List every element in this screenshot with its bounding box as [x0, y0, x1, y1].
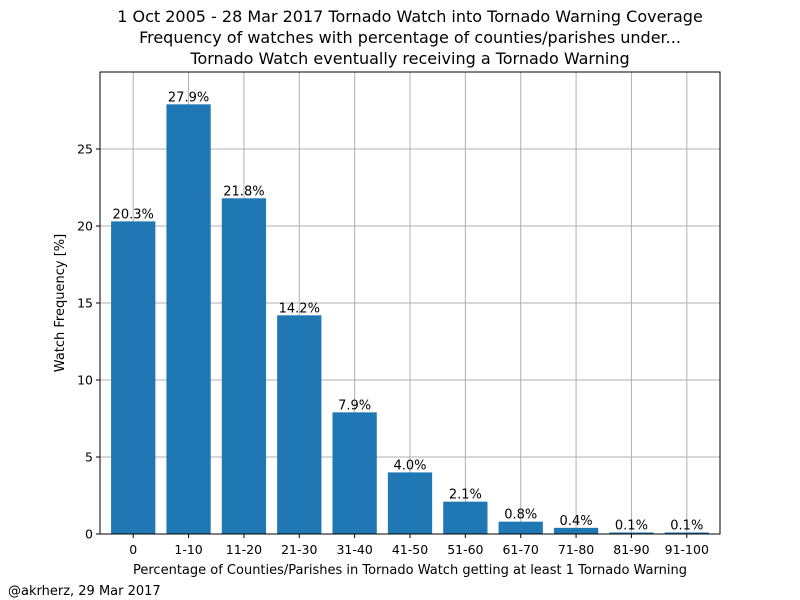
data-labels: 20.3% 27.9% 21.8% 14.2% 7.9% 4.0% 2.1% 0.8% 0.4%… — [113, 90, 704, 533]
data-label: 4.0% — [393, 458, 426, 473]
x-axis-ticks: 0 1-10 11-20 21-30 31-40 41-50 51-60 61-70 71-80… — [129, 534, 709, 557]
data-label: 2.1% — [449, 488, 482, 503]
footer-credit: @akrherz, 29 Mar 2017 — [8, 584, 161, 599]
data-label: 0.1% — [615, 518, 648, 533]
bar — [609, 532, 654, 534]
data-label: 20.3% — [113, 207, 154, 222]
data-label: 0.8% — [504, 508, 537, 523]
x-tick-label: 91-100 — [665, 542, 709, 557]
x-tick-label: 61-70 — [503, 542, 539, 557]
bar — [277, 315, 322, 534]
bar — [664, 532, 709, 534]
bar — [553, 527, 599, 534]
y-tick-label: 10 — [77, 373, 93, 388]
y-tick-label: 0 — [85, 527, 93, 542]
bar — [166, 104, 211, 534]
chart-title: 1 Oct 2005 - 28 Mar 2017 Tornado Watch i… — [117, 7, 703, 68]
x-tick-label: 11-20 — [226, 542, 262, 557]
data-label: 7.9% — [338, 398, 371, 413]
y-axis-ticks: 0 5 10 15 20 25 — [77, 142, 100, 542]
data-label: 27.9% — [168, 90, 209, 105]
bar — [443, 501, 488, 534]
bar — [498, 521, 543, 534]
bar — [387, 472, 433, 534]
x-tick-label: 21-30 — [281, 542, 317, 557]
x-tick-label: 1-10 — [174, 542, 202, 557]
y-tick-label: 15 — [77, 296, 93, 311]
chart-title-line-2: Frequency of watches with percentage of … — [139, 28, 681, 47]
chart-title-line-3: Tornado Watch eventually receiving a Tor… — [189, 49, 629, 68]
chart-title-line-1: 1 Oct 2005 - 28 Mar 2017 Tornado Watch i… — [117, 7, 703, 26]
x-tick-label: 71-80 — [558, 542, 594, 557]
y-tick-label: 25 — [77, 142, 93, 157]
bar — [221, 198, 267, 534]
data-label: 0.4% — [560, 514, 593, 529]
bar — [332, 412, 377, 534]
data-label: 14.2% — [279, 301, 320, 316]
data-label: 21.8% — [223, 184, 264, 199]
bars — [111, 104, 709, 534]
x-tick-label: 81-90 — [613, 542, 649, 557]
y-axis-label: Watch Frequency [%] — [53, 234, 68, 372]
data-label: 0.1% — [670, 518, 703, 533]
x-axis-label: Percentage of Counties/Parishes in Torna… — [133, 563, 687, 578]
x-tick-label: 51-60 — [447, 542, 483, 557]
y-tick-label: 5 — [85, 450, 93, 465]
x-tick-label: 0 — [129, 542, 137, 557]
y-tick-label: 20 — [77, 219, 93, 234]
x-tick-label: 31-40 — [336, 542, 372, 557]
x-tick-label: 41-50 — [392, 542, 428, 557]
bar — [111, 221, 156, 534]
